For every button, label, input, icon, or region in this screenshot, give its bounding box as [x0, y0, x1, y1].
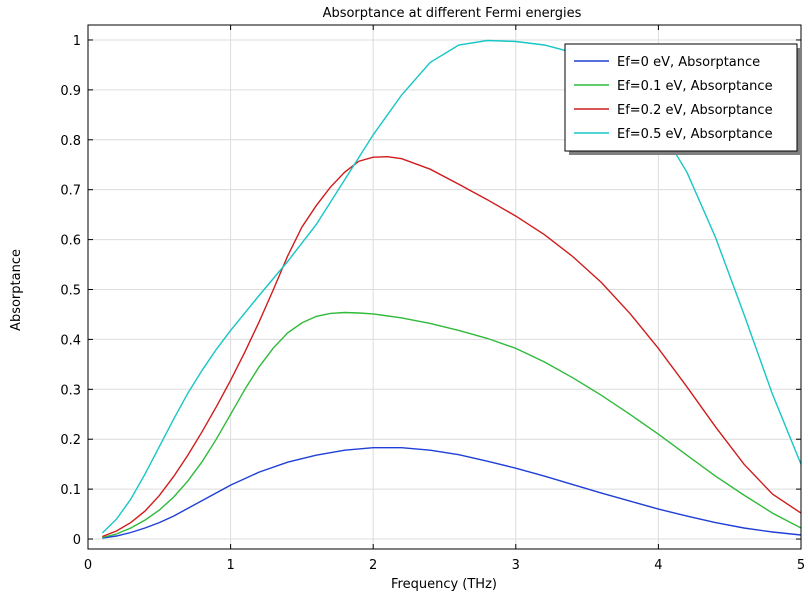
x-tick-label: 5: [797, 558, 805, 573]
legend-label-2: Ef=0.2 eV, Absorptance: [617, 103, 773, 118]
series-line-0: [102, 447, 801, 539]
y-tick-label: 0.9: [60, 84, 81, 99]
y-tick-label: 0.7: [60, 184, 81, 199]
x-tick-label: 0: [84, 558, 92, 573]
legend-label-3: Ef=0.5 eV, Absorptance: [617, 127, 773, 142]
series-line-1: [102, 311, 801, 539]
axis-ticks: 0 1 2 3 4 5 0 0.1 0.2 0.3 0.4 0.5 0.6 0.7 0.8 0.9 1: [60, 25, 805, 573]
x-tick-label: 1: [226, 558, 234, 573]
y-axis-title: Absorptance: [9, 249, 24, 331]
y-tick-label: 0.5: [60, 283, 81, 298]
x-tick-label: 4: [654, 558, 662, 573]
y-tick-label: 0.4: [60, 333, 81, 348]
plot-frame: [87, 24, 802, 550]
legend: Ef=0 eV, Absorptance Ef=0.1 eV, Absorptan…: [564, 43, 801, 155]
y-tick-label: 1: [73, 34, 81, 49]
y-tick-label: 0.3: [60, 383, 81, 398]
x-axis-title: Frequency (THz): [391, 577, 497, 592]
y-tick-label: 0.2: [60, 433, 81, 448]
x-tick-label: 2: [369, 558, 377, 573]
y-tick-label: 0.8: [60, 134, 81, 149]
chart-title: Absorptance at different Fermi energies: [323, 6, 582, 21]
y-tick-label: 0: [73, 533, 81, 548]
y-tick-label: 0.1: [60, 483, 81, 498]
y-tick-label: 0.6: [60, 234, 81, 249]
legend-label-0: Ef=0 eV, Absorptance: [617, 55, 760, 70]
legend-label-1: Ef=0.1 eV, Absorptance: [617, 79, 773, 94]
x-tick-label: 3: [512, 558, 520, 573]
series-line-2: [102, 155, 801, 538]
